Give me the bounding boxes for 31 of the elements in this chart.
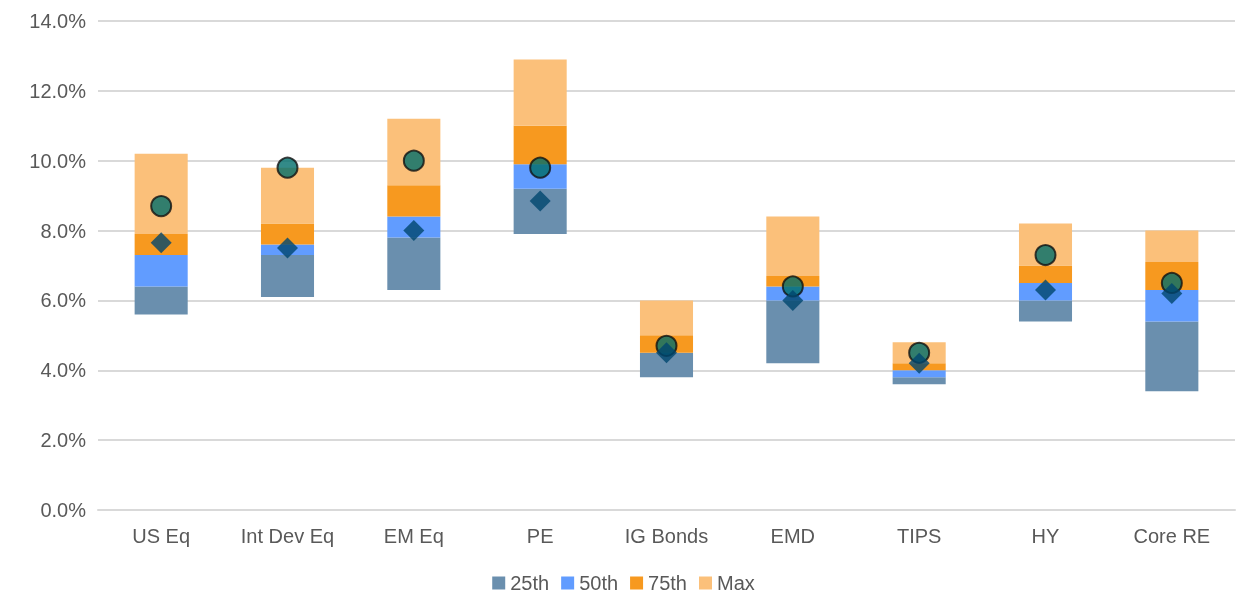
x-tick-label: IG Bonds [624,525,709,547]
x-tick-label: US Eq [132,525,191,547]
point [908,352,930,374]
y-tick-label: 14.0% [29,10,87,32]
x-tick-label: TIPS [896,525,942,547]
point [277,237,298,259]
point [782,289,804,311]
point [1035,279,1056,301]
y-tick-label: 6.0% [40,289,87,312]
point [656,342,677,364]
legend-label: 25th [510,572,550,594]
point [276,156,299,179]
x-tick-label: Core RE [1133,525,1211,547]
legend-label: Max [717,572,755,594]
y-tick-label: 4.0% [40,359,87,382]
x-tick-label: EMD [770,525,816,547]
y-tick-label: 2.0% [40,429,87,452]
point [403,220,425,242]
x-tick-label: EM Eq [383,525,444,547]
x-tick-label: Int Dev Eq [240,525,335,547]
x-tick-label: PE [526,525,554,547]
legend-label: 75th [648,572,688,594]
y-tick-label: 0.0% [40,499,87,521]
x-tick-label: HY [1031,525,1060,547]
y-tick-label: 10.0% [29,149,87,172]
legend-label: 50th [579,572,619,594]
point [150,195,173,218]
y-tick-label: 12.0% [29,79,87,102]
y-tick-label: 8.0% [40,219,87,242]
point [1161,282,1183,304]
point [150,232,172,254]
